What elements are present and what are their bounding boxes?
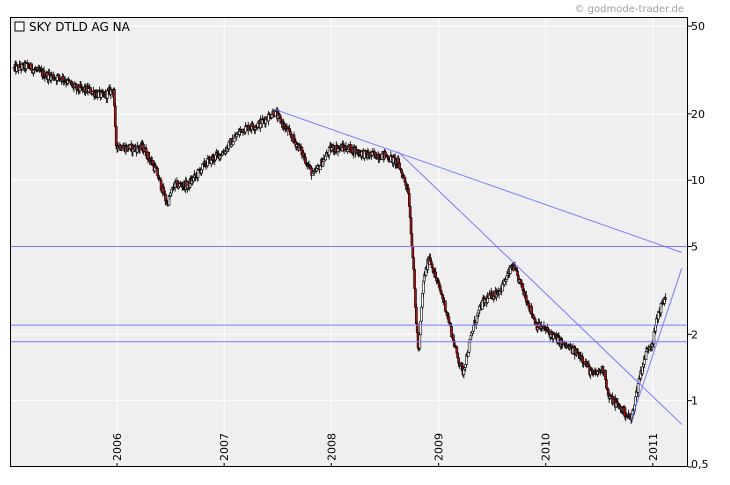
horizontal-lines — [10, 246, 688, 343]
candle-body — [581, 356, 584, 363]
x-tick-label: 2008 — [325, 433, 338, 461]
plot-area — [10, 17, 688, 467]
candle-body — [444, 300, 447, 312]
y-tick-label: 0,5 — [691, 458, 709, 471]
candle-body — [644, 351, 648, 360]
trend-line — [273, 108, 683, 253]
candle-body — [472, 325, 475, 332]
x-tick-label: 2007 — [218, 433, 231, 461]
trend-lines — [273, 108, 683, 425]
y-tick-label: 50 — [691, 20, 705, 33]
candle-body — [398, 162, 401, 170]
x-tick-label: 2009 — [433, 433, 446, 461]
trend-line — [397, 151, 683, 425]
candle-body — [346, 149, 349, 152]
trend-line — [630, 267, 683, 420]
y-tick-label: 10 — [691, 174, 705, 187]
candle-body — [62, 76, 65, 82]
candle-body — [467, 341, 471, 353]
candles — [12, 59, 667, 425]
candle-body — [516, 270, 519, 276]
candle-body — [455, 346, 459, 354]
candle-body — [605, 379, 608, 389]
y-tick-label: 20 — [691, 108, 705, 121]
candle-body — [664, 297, 667, 300]
candle-body — [429, 261, 433, 265]
y-tick-label: 5 — [691, 241, 698, 254]
x-tick-label: 2011 — [647, 433, 660, 461]
x-tick-label: 2010 — [540, 433, 553, 461]
candle-body — [235, 134, 239, 138]
candle-body — [57, 74, 61, 79]
candle-body — [114, 126, 118, 147]
y-axis-ticks: 0,5 1 2 5 10 20 50 — [688, 20, 709, 471]
candle-body — [413, 268, 416, 290]
candle-body — [636, 383, 640, 393]
x-tick-label: 2006 — [111, 433, 124, 461]
y-tick-label: 1 — [691, 395, 698, 408]
y-tick-label: 2 — [691, 328, 698, 341]
candle-body — [114, 105, 117, 127]
plot-frame — [10, 17, 688, 467]
legend: SKY DTLD AG NA — [14, 20, 131, 34]
legend-swatch — [14, 21, 25, 32]
candle-body — [434, 271, 437, 278]
candle-body — [324, 155, 327, 161]
chart-title: SKY DTLD AG NA — [29, 20, 131, 34]
watermark: © godmode-trader.de — [575, 4, 685, 15]
x-axis-ticks: 2006 2007 2008 2009 2010 2011 — [111, 433, 660, 467]
candle-body — [411, 246, 415, 259]
